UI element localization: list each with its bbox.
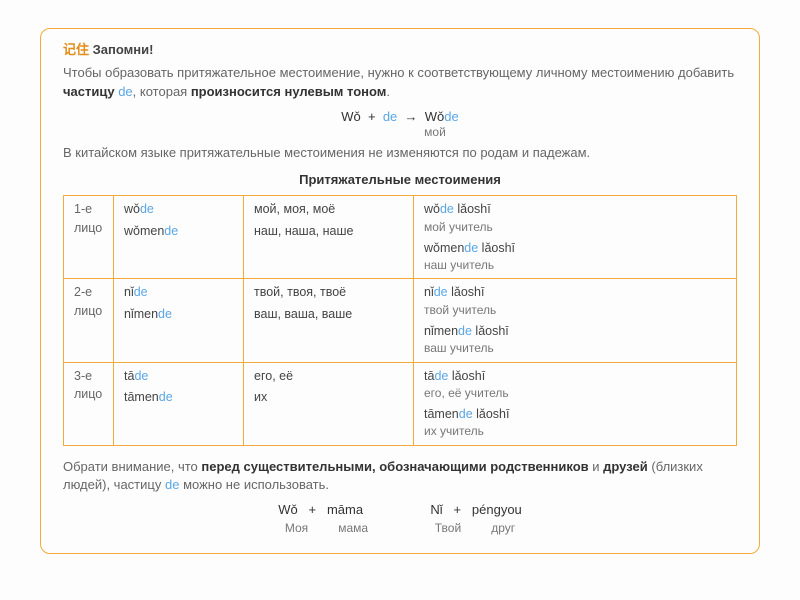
- formula-result-de: de: [444, 109, 458, 124]
- footnote: Обрати внимание, что перед существительн…: [63, 458, 737, 496]
- intro-text-2: , которая: [133, 84, 191, 99]
- ex-sub-r1: Твой: [435, 521, 461, 535]
- ex-wo: Wǒ: [278, 502, 298, 517]
- intro-paragraph: Чтобы образовать притяжательное местоиме…: [63, 64, 737, 102]
- formula-wo: Wǒ: [341, 109, 361, 124]
- foot-g: можно не использовать.: [183, 477, 329, 492]
- ex-ni: Nǐ: [430, 502, 442, 517]
- intro-accent-word: частицу: [63, 84, 118, 99]
- example-sub: Моя мама Твой друг: [63, 520, 737, 537]
- ex-plus2: +: [453, 502, 461, 517]
- table-row: 2-елицоnǐdenǐmendeтвой, твоя, твоёваш, в…: [64, 279, 737, 362]
- row-pinyin: wǒdewǒmende: [114, 196, 244, 279]
- row-example: tāde lǎoshīего, её учительtāmende lǎoshī…: [414, 362, 737, 445]
- row-translation: твой, твоя, твоёваш, ваша, ваше: [244, 279, 414, 362]
- pronouns-table: 1-елицоwǒdewǒmendeмой, моя, моёнаш, наша…: [63, 195, 737, 445]
- formula-result-wo: Wǒ: [425, 109, 445, 124]
- ex-pengyou: péngyou: [472, 502, 522, 517]
- header-chinese: 记住: [63, 42, 89, 57]
- table-row: 1-елицоwǒdewǒmendeмой, моя, моёнаш, наша…: [64, 196, 737, 279]
- formula-de: de: [383, 109, 397, 124]
- table-title: Притяжательные местоимения: [63, 171, 737, 190]
- foot-d: друзей: [603, 459, 648, 474]
- ex-plus1: +: [309, 502, 317, 517]
- formula-sub: мой: [133, 124, 737, 141]
- table-row: 3-елицоtādetāmendeего, еёихtāde lǎoshīег…: [64, 362, 737, 445]
- ex-mama: māma: [327, 502, 363, 517]
- foot-a: Обрати внимание, что: [63, 459, 201, 474]
- row-example: nǐde lǎoshīтвой учительnǐmende lǎoshīваш…: [414, 279, 737, 362]
- row-label: 1-елицо: [64, 196, 114, 279]
- card-header: 记住 Запомни!: [63, 41, 737, 60]
- ex-sub-r2: друг: [491, 521, 515, 535]
- row-translation: мой, моя, моёнаш, наша, наше: [244, 196, 414, 279]
- foot-c: и: [592, 459, 603, 474]
- intro-text-1: Чтобы образовать притяжательное местоиме…: [63, 65, 734, 80]
- intro-de: de: [118, 84, 132, 99]
- row-example: wǒde lǎoshīмой учительwǒmende lǎoshīнаш …: [414, 196, 737, 279]
- foot-de: de: [165, 477, 179, 492]
- intro-bold: произносится нулевым тоном: [191, 84, 387, 99]
- row-translation: его, еёих: [244, 362, 414, 445]
- formula-plus: +: [368, 109, 376, 124]
- ex-sub-l2: мама: [338, 521, 368, 535]
- example-row: Wǒ + māma Nǐ + péngyou: [63, 501, 737, 520]
- formula-line: Wǒ + de → Wǒde мой: [63, 108, 737, 142]
- intro-dot: .: [386, 84, 390, 99]
- row-pinyin: tādetāmende: [114, 362, 244, 445]
- ex-sub-l1: Моя: [285, 521, 308, 535]
- row-label: 3-елицо: [64, 362, 114, 445]
- foot-b: перед существительными, обозначающими ро…: [201, 459, 588, 474]
- formula-arrow: →: [405, 109, 418, 124]
- intro-paragraph-2: В китайском языке притяжательные местоим…: [63, 144, 737, 163]
- header-russian: Запомни!: [93, 42, 154, 57]
- row-label: 2-елицо: [64, 279, 114, 362]
- info-card: 记住 Запомни! Чтобы образовать притяжатель…: [40, 28, 760, 554]
- row-pinyin: nǐdenǐmende: [114, 279, 244, 362]
